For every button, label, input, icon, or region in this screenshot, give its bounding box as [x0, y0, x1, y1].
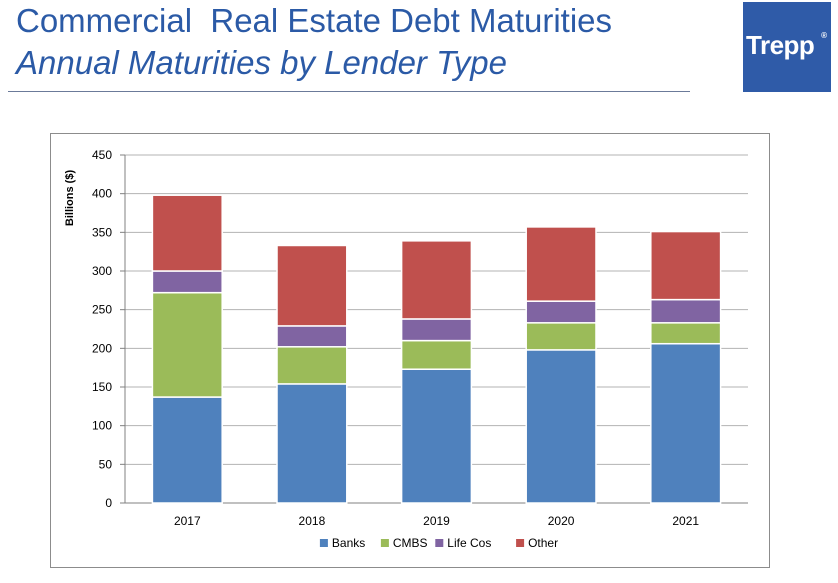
y-tick-label: 450	[92, 148, 112, 162]
bar-cmbs	[151, 291, 223, 398]
legend-label: Life Cos	[447, 536, 491, 550]
bar-life-cos	[525, 300, 597, 324]
bar-other	[400, 240, 473, 320]
chart-frame: 0 50 100 150 200 250 300 350 400 450 Billions ($) 2…	[50, 133, 770, 568]
y-tick-label: 50	[99, 457, 113, 471]
y-tick-label: 0	[105, 496, 112, 510]
bar-other	[650, 230, 722, 301]
bar-banks	[650, 342, 722, 504]
bar-cmbs	[400, 339, 473, 370]
x-tick-label: 2020	[548, 514, 575, 528]
bar-banks	[151, 396, 223, 504]
x-tick-label: 2018	[299, 514, 326, 528]
bar-cmbs	[525, 322, 597, 351]
stacked-bar-chart: 0 50 100 150 200 250 300 350 400 450 Billions ($) 2…	[64, 148, 748, 550]
legend: Banks CMBS Life Cos Other	[319, 536, 558, 550]
bar-other	[151, 194, 223, 272]
bar-banks	[525, 349, 597, 504]
bar-other	[525, 226, 597, 302]
legend-label: Other	[528, 536, 558, 550]
y-tick-label: 100	[92, 419, 112, 433]
axis-labels: 0 50 100 150 200 250 300 350 400 450 Billions ($) 2…	[64, 148, 699, 528]
x-tick-label: 2017	[174, 514, 201, 528]
bar-cmbs	[650, 322, 722, 345]
y-tick-label: 150	[92, 380, 112, 394]
logo-registered-mark: ®	[821, 31, 827, 40]
bars	[151, 194, 722, 504]
legend-swatch	[435, 539, 444, 547]
page-subtitle: Annual Maturities by Lender Type	[16, 44, 507, 81]
bar-life-cos	[400, 318, 473, 342]
trepp-logo: Trepp ®	[743, 2, 831, 92]
title-divider	[8, 91, 690, 92]
legend-label: Banks	[332, 536, 365, 550]
x-tick-label: 2021	[672, 514, 699, 528]
legend-swatch	[319, 539, 328, 547]
x-tick-label: 2019	[423, 514, 450, 528]
legend-label: CMBS	[393, 536, 428, 550]
bar-life-cos	[276, 325, 348, 348]
y-tick-label: 200	[92, 341, 112, 355]
y-tick-label: 400	[92, 187, 112, 201]
y-axis-title: Billions ($)	[64, 170, 76, 227]
legend-swatch	[516, 539, 525, 547]
logo-text: Trepp	[746, 30, 815, 60]
bar-banks	[400, 368, 473, 504]
y-tick-label: 350	[92, 225, 112, 239]
bar-other	[276, 244, 348, 327]
y-tick-label: 250	[92, 303, 112, 317]
y-tick-label: 300	[92, 264, 112, 278]
bar-life-cos	[650, 298, 722, 324]
page-title: Commercial Real Estate Debt Maturities	[16, 2, 613, 39]
bar-life-cos	[151, 270, 223, 294]
legend-swatch	[380, 539, 389, 547]
bar-banks	[276, 383, 348, 504]
bar-cmbs	[276, 346, 348, 385]
